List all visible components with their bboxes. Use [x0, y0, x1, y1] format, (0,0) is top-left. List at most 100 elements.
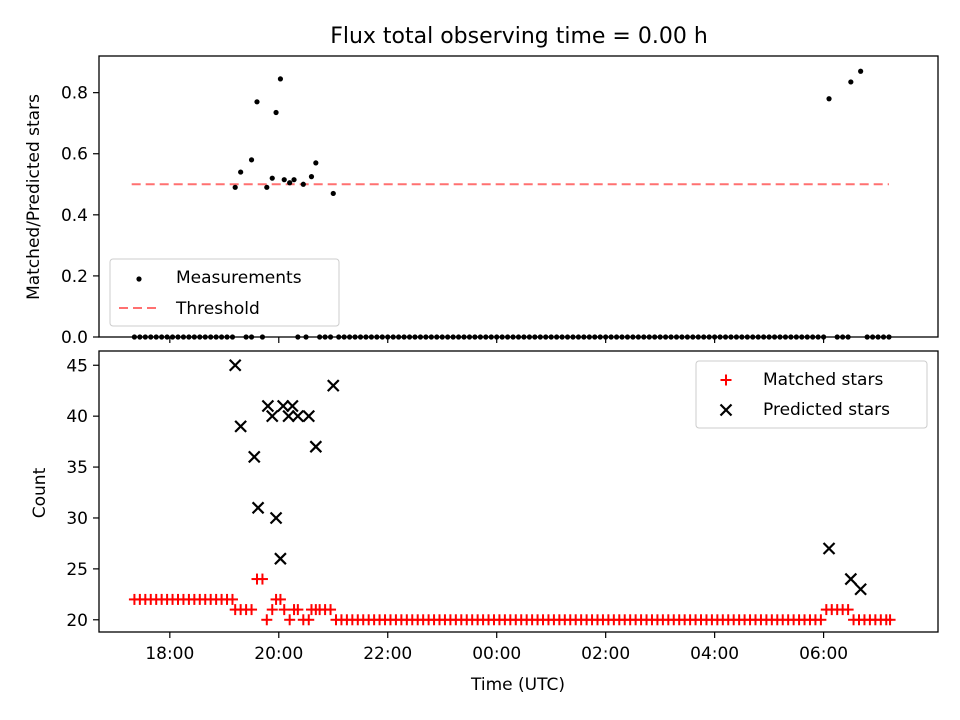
measurement-point — [281, 177, 287, 183]
predicted-star-point — [265, 409, 279, 423]
bottom-x-tick-label: 00:00 — [472, 644, 521, 664]
matched-star-point — [292, 604, 304, 616]
measurement-point — [330, 190, 336, 197]
predicted-star-point — [228, 358, 242, 372]
top-legend-box — [109, 258, 340, 327]
predicted-star-point — [276, 399, 290, 413]
bottom-x-tick-label: 06:00 — [799, 644, 848, 664]
x-stroke — [844, 572, 858, 586]
matched-stars-points — [128, 573, 896, 626]
top-y-tick-label: 0.8 — [61, 84, 88, 104]
predicted-star-point — [234, 420, 247, 433]
measurement-point — [826, 96, 832, 102]
x-stroke — [854, 582, 867, 596]
legend-matched-marker — [720, 374, 732, 386]
predicted-stars-points — [228, 358, 867, 596]
predicted-star-point — [844, 572, 858, 586]
top-axes-frame — [98, 55, 939, 338]
legend-threshold-label: Threshold — [175, 299, 260, 319]
bottom-y-axis-label: Count — [30, 467, 50, 518]
chart-title: Flux total observing time = 0.00 h — [330, 24, 708, 49]
top-y-ticks: 0.0 0.2 0.4 0.6 0.8 — [61, 84, 99, 348]
bottom-y-tick-label: 40 — [66, 407, 88, 427]
measurement-point — [254, 99, 260, 105]
predicted-star-point — [291, 409, 305, 423]
x-stroke — [291, 409, 305, 423]
matched-star-point — [266, 604, 278, 616]
measurement-point — [238, 169, 244, 175]
predicted-star-point — [326, 379, 340, 392]
x-stroke — [234, 420, 247, 433]
measurement-point — [277, 76, 284, 82]
predicted-star-point — [251, 501, 265, 515]
x-stroke — [282, 409, 295, 423]
matched-star-point — [261, 614, 273, 626]
matched-star-point — [274, 593, 286, 605]
bottom-y-tick-label: 30 — [66, 509, 88, 529]
bottom-x-axis-label: Time (UTC) — [470, 675, 565, 695]
matched-star-point — [284, 614, 296, 626]
top-y-tick-label: 0.6 — [61, 145, 88, 165]
measurement-point — [264, 184, 270, 190]
bottom-x-tick-label: 22:00 — [363, 644, 412, 664]
matched-star-point — [278, 604, 290, 616]
measurement-point — [313, 160, 319, 166]
legend-predicted-marker — [719, 403, 733, 417]
legend-measurements-marker — [136, 276, 142, 282]
top-axes: 0.00.20.40.60.8 Matched/Predicted stars … — [24, 55, 939, 348]
bottom-x-ticks: 18:00 20:00 22:00 00:00 02:00 04:00 06:00 — [145, 632, 848, 664]
x-stroke — [247, 450, 261, 464]
x-stroke — [302, 409, 316, 423]
legend-predicted-label: Predicted stars — [763, 400, 890, 420]
measurement-point — [848, 79, 854, 85]
predicted-star-point — [309, 440, 323, 453]
legend-x — [719, 403, 733, 417]
predicted-star-point — [854, 582, 867, 596]
predicted-star-point — [274, 552, 287, 565]
matched-star-point — [303, 614, 315, 626]
bottom-y-tick-label: 35 — [66, 458, 88, 478]
top-y-axis-label: Matched/Predicted stars — [24, 94, 44, 300]
bottom-x-tick-label: 04:00 — [690, 644, 739, 664]
bottom-axes-frame — [98, 350, 939, 633]
bottom-y-ticks: 20 25 30 35 40 45 — [66, 356, 99, 631]
predicted-star-point — [261, 399, 275, 413]
x-stroke — [309, 440, 323, 453]
predicted-star-point — [247, 450, 261, 464]
matched-star-point — [884, 614, 896, 626]
measurement-point — [858, 68, 864, 74]
matched-star-point — [815, 614, 827, 626]
x-stroke — [251, 501, 265, 515]
bottom-x-tick-label: 18:00 — [145, 644, 194, 664]
legend-measurements-label: Measurements — [176, 268, 302, 288]
top-legend: Measurements Threshold — [109, 258, 340, 327]
top-y-tick-label: 0.4 — [61, 206, 88, 226]
bottom-y-tick-label: 20 — [66, 611, 88, 631]
measurement-point — [273, 109, 279, 116]
matched-star-point — [246, 604, 258, 616]
top-y-tick-label: 0.2 — [61, 267, 88, 287]
x-stroke — [269, 511, 283, 525]
measurement-point — [300, 181, 306, 187]
bottom-x-tick-label: 02:00 — [581, 644, 630, 664]
measurement-point — [308, 174, 315, 180]
matched-star-point — [842, 604, 854, 616]
bottom-y-tick-label: 45 — [66, 356, 88, 376]
bottom-legend: Matched stars Predicted stars — [695, 360, 928, 429]
top-y-tick-label: 0.0 — [61, 328, 88, 348]
measurement-point — [248, 157, 255, 163]
predicted-star-point — [302, 409, 316, 423]
x-stroke — [326, 379, 340, 392]
x-stroke — [274, 552, 287, 565]
bottom-x-tick-label: 20:00 — [254, 644, 303, 664]
measurement-point — [232, 184, 238, 190]
bottom-legend-box — [695, 360, 928, 429]
legend-plus — [720, 374, 732, 386]
matched-star-point — [256, 573, 268, 585]
measurement-point — [291, 177, 297, 183]
x-stroke — [228, 358, 242, 372]
bottom-y-tick-label: 25 — [66, 560, 88, 580]
predicted-star-point — [822, 542, 836, 555]
predicted-star-point — [282, 409, 295, 423]
